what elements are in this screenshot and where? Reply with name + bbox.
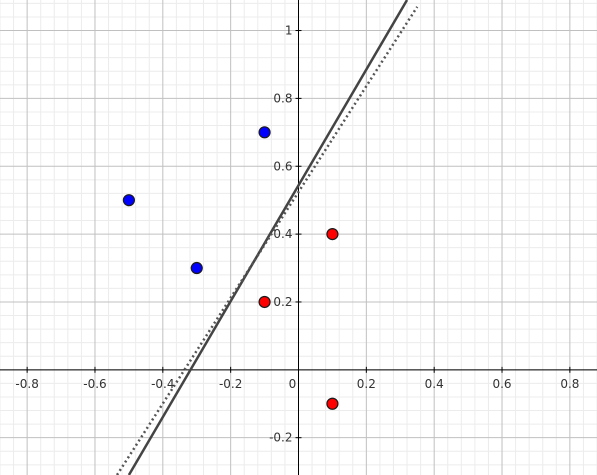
red-point xyxy=(327,229,338,240)
x-tick-label: 0.8 xyxy=(560,377,579,391)
y-tick-label: 1 xyxy=(285,24,293,38)
x-tick-label: 0.2 xyxy=(357,377,376,391)
red-point xyxy=(327,398,338,409)
blue-point xyxy=(123,195,134,206)
blue-point xyxy=(259,127,270,138)
blue-point xyxy=(191,263,202,274)
x-tick-label: 0 xyxy=(289,377,297,391)
x-tick-label: 0.4 xyxy=(425,377,444,391)
x-tick-label: -0.2 xyxy=(219,377,242,391)
x-tick-label: -0.6 xyxy=(83,377,106,391)
red-point xyxy=(259,296,270,307)
y-tick-label: 0.8 xyxy=(273,91,292,105)
y-tick-label: -0.2 xyxy=(269,431,292,445)
y-tick-label: 0.6 xyxy=(273,159,292,173)
x-tick-label: 0.6 xyxy=(492,377,511,391)
x-tick-label: -0.8 xyxy=(15,377,38,391)
x-tick-label: -0.4 xyxy=(151,377,174,391)
y-tick-label: 0.4 xyxy=(273,227,292,241)
y-tick-label: 0.2 xyxy=(273,295,292,309)
